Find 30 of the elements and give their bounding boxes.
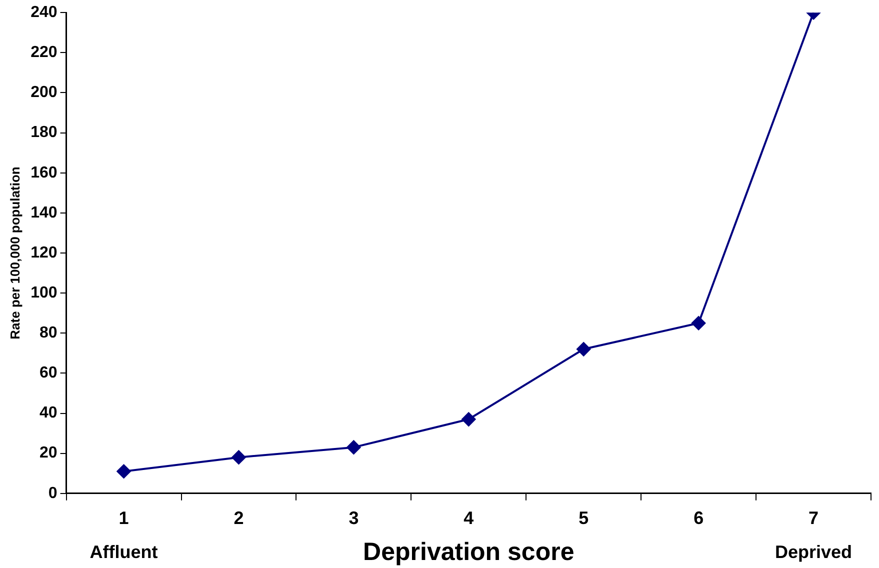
y-tick-label: 100 [30,284,58,302]
point [462,412,476,426]
point [692,316,706,330]
point [576,342,591,356]
y-tick-label: 80 [40,324,58,342]
x-tick-label: 6 [694,508,704,528]
text: Affluent [90,542,158,562]
y-tick-label: 240 [30,4,58,22]
y-axis-title: Rate per 100,000 population [7,166,22,340]
point [346,440,361,454]
point [116,464,131,478]
y-tick-label: 220 [30,44,58,62]
y-tick-label: 120 [30,244,58,262]
y-tick-label: 160 [30,164,58,182]
x-tick-label: 7 [808,508,819,528]
point [232,450,246,464]
y-tick-label: 40 [40,404,58,422]
text: Deprived [775,542,852,562]
y-tick-label: 140 [30,204,58,222]
x-tick-label: 3 [348,508,359,528]
x-tick-label: 4 [464,508,474,528]
y-tick-label: 20 [40,444,58,462]
y-tick-label: 0 [48,484,58,502]
x-axis-title: Deprivation score [363,538,574,566]
x-tick-label: 5 [578,508,589,528]
y-tick-label: 180 [30,124,58,142]
y-tick-label: 200 [30,84,58,102]
x-tick-label: 2 [234,508,244,528]
x-tick-label: 1 [118,508,129,528]
y-tick-label: 60 [40,364,58,382]
